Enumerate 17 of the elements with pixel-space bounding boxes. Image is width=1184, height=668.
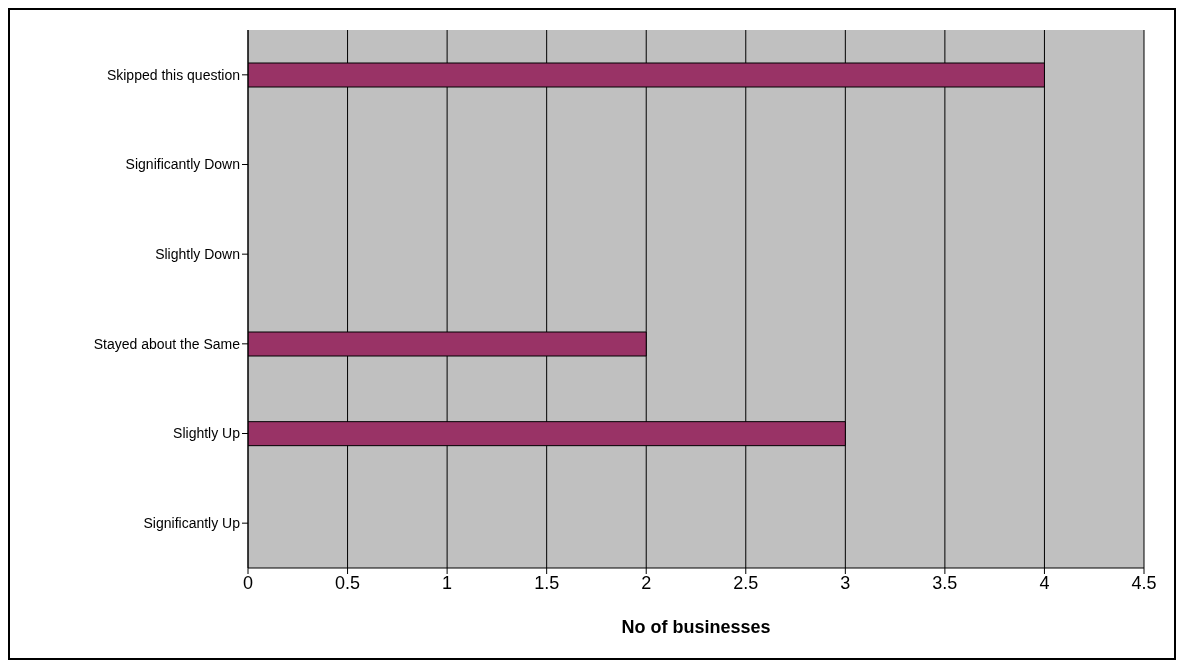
x-axis-title: No of businesses <box>621 617 771 637</box>
y-tick-label: Skipped this question <box>106 66 240 83</box>
y-tick-label: Stayed about the Same <box>93 335 241 352</box>
x-tick-label: 3.5 <box>932 572 958 593</box>
x-tick-label: 0 <box>242 572 254 593</box>
y-tick-label: Slightly Down <box>155 246 240 263</box>
x-tick-label: 4 <box>1039 572 1050 593</box>
y-tick-label: Significantly Down <box>125 156 240 173</box>
y-tick-label: Significantly Up <box>143 515 241 532</box>
x-tick-label: 3 <box>840 572 851 593</box>
y-tick-label: Slightly Up <box>173 425 241 442</box>
x-tick-label: 4.5 <box>1131 572 1157 593</box>
x-tick-label: 0.5 <box>335 572 361 593</box>
x-tick-label: 1.5 <box>534 572 560 593</box>
x-tick-label: 2 <box>641 572 652 593</box>
x-tick-label: 2.5 <box>733 572 759 593</box>
x-tick-label: 1 <box>442 572 453 593</box>
